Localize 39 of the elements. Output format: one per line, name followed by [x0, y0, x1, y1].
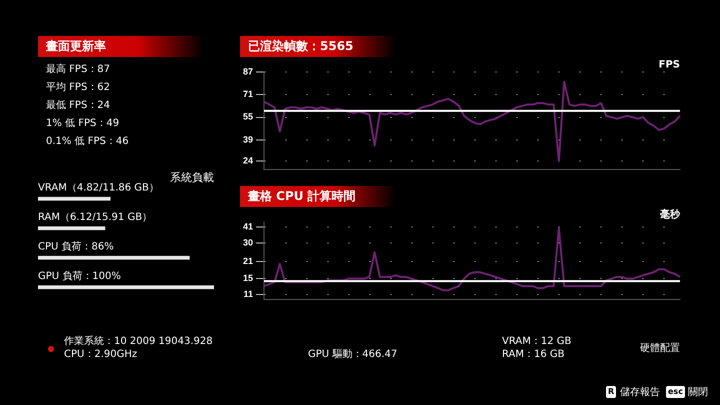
text: VRAM：12 GB [502, 335, 572, 348]
y-tick-label: 87 [242, 66, 254, 76]
y-tick-label: CPU 負荷：86% [38, 240, 114, 252]
text: 0.1% 低 FPS：46 [46, 135, 129, 148]
text: esc [666, 386, 685, 398]
y-tick-label: 39 [242, 134, 254, 144]
text: R [606, 386, 616, 398]
y-tick-label: 15 [242, 273, 254, 284]
y-tick-label: GPU 負荷：100% [38, 270, 121, 282]
chart-title: 已渲染幀數：5565 [240, 36, 396, 57]
y-tick-label: RAM（6.12/15.91 GB） [38, 212, 152, 223]
text: 作業系統：10 2009 19043.928 [64, 334, 213, 348]
y-axis-title: FPS [658, 60, 680, 71]
text: 硬體配置 [640, 342, 680, 355]
text: RAM：16 GB [502, 348, 565, 361]
y-tick-label: 55 [242, 112, 254, 122]
text: 最高 FPS：87 [46, 62, 110, 76]
text: 最低 FPS：24 [46, 99, 110, 112]
chart-title: 畫格 CPU 計算時間 [240, 186, 396, 207]
chart-title: 系統負載 [170, 170, 214, 185]
text: 畫面更新率 [38, 36, 204, 57]
text: 儲存報告 [620, 386, 660, 399]
bar [38, 196, 110, 201]
bar [38, 285, 214, 290]
y-tick-label: 24 [242, 156, 254, 166]
text: GPU 驅動：466.47 [308, 348, 398, 361]
y-tick-label: 41 [242, 221, 254, 232]
bar [38, 256, 190, 260]
y-axis-title: 毫秒 [660, 208, 681, 221]
bar [38, 226, 106, 230]
text: 平均 FPS：62 [46, 81, 110, 94]
y-tick-label: 21 [242, 256, 254, 266]
y-tick-label: 71 [242, 89, 254, 100]
y-tick-label: VRAM（4.82/11.86 GB） [38, 182, 159, 194]
y-tick-label: 11 [243, 289, 254, 300]
text: 關閉 [688, 386, 708, 399]
y-tick-label: 30 [242, 237, 254, 248]
text: CPU：2.90GHz [64, 348, 138, 361]
text: 1% 低 FPS：49 [46, 117, 120, 130]
